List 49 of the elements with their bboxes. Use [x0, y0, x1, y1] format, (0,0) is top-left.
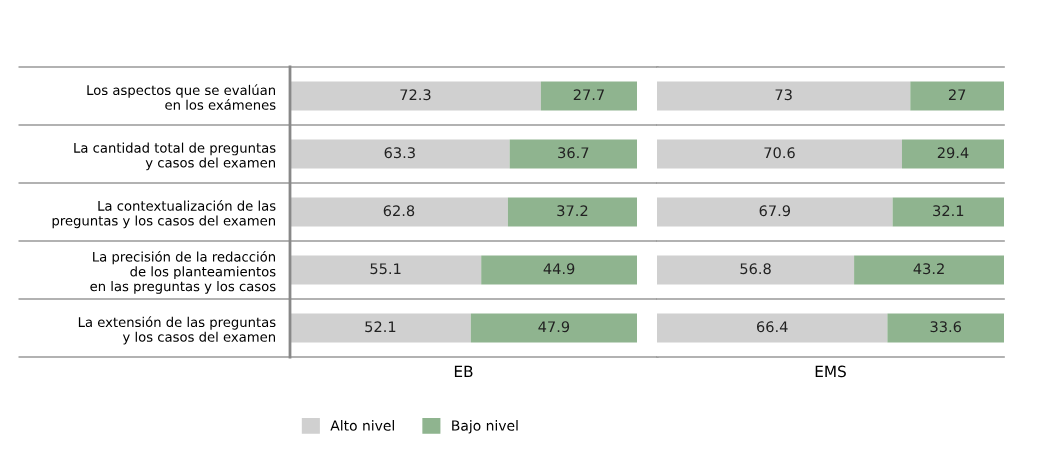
bar	[290, 197, 508, 227]
data-label: 43.2	[913, 263, 944, 275]
data-label: 62.8	[383, 205, 415, 217]
y-tick-label: La extensión de las preguntas y los casos del examen	[78, 316, 276, 345]
bar	[887, 313, 1004, 343]
bar	[657, 313, 888, 343]
data-label: 37.2	[557, 205, 588, 217]
data-label: 66.4	[756, 321, 788, 333]
y-tick-label: Los aspectos que se evalúan en los exámenes	[87, 84, 276, 110]
data-label: 70.6	[764, 147, 795, 159]
bar	[507, 197, 637, 227]
data-label: 52.1	[365, 321, 396, 333]
bar	[509, 139, 637, 169]
bar	[854, 255, 1004, 285]
y-tick-label: La cantidad total de preguntas y casos del examen	[74, 142, 276, 171]
y-tick-label: La precisión de la redacción de los planteamientos en las preguntas y los casos	[90, 250, 276, 294]
data-label: 63.3	[384, 147, 415, 159]
legend-label: Alto nivel	[330, 420, 394, 431]
data-label: 29.4	[937, 147, 969, 159]
data-label: 36.7	[558, 147, 589, 159]
bar	[892, 197, 1004, 227]
data-label: 67.9	[759, 205, 791, 217]
bar	[657, 197, 893, 227]
data-label: 27.7	[573, 89, 604, 101]
y-tick-label: La contextualización de las preguntas y los casos del examen	[52, 200, 276, 229]
bar	[470, 313, 637, 343]
data-label: 73	[775, 89, 792, 101]
data-label: 27	[948, 89, 966, 101]
data-label: 55.1	[370, 263, 401, 275]
bar	[901, 139, 1004, 169]
data-label: 44.9	[543, 263, 575, 275]
bar	[290, 81, 541, 111]
bar	[910, 81, 1004, 111]
bar	[657, 139, 902, 169]
x-axis-title: EMS	[815, 365, 846, 378]
data-label: 32.1	[933, 205, 964, 217]
bar	[481, 255, 637, 285]
x-axis-title: EB	[454, 365, 473, 377]
data-label: 47.9	[538, 321, 570, 333]
bar	[540, 81, 637, 111]
data-label: 56.8	[740, 263, 771, 275]
data-label: 33.6	[930, 321, 962, 333]
data-label: 72.3	[400, 89, 431, 101]
bar	[657, 255, 855, 285]
bar	[290, 139, 510, 169]
bar	[290, 255, 482, 285]
bar	[290, 313, 471, 343]
bar	[657, 81, 911, 111]
legend-label: Bajo nivel	[452, 420, 518, 434]
